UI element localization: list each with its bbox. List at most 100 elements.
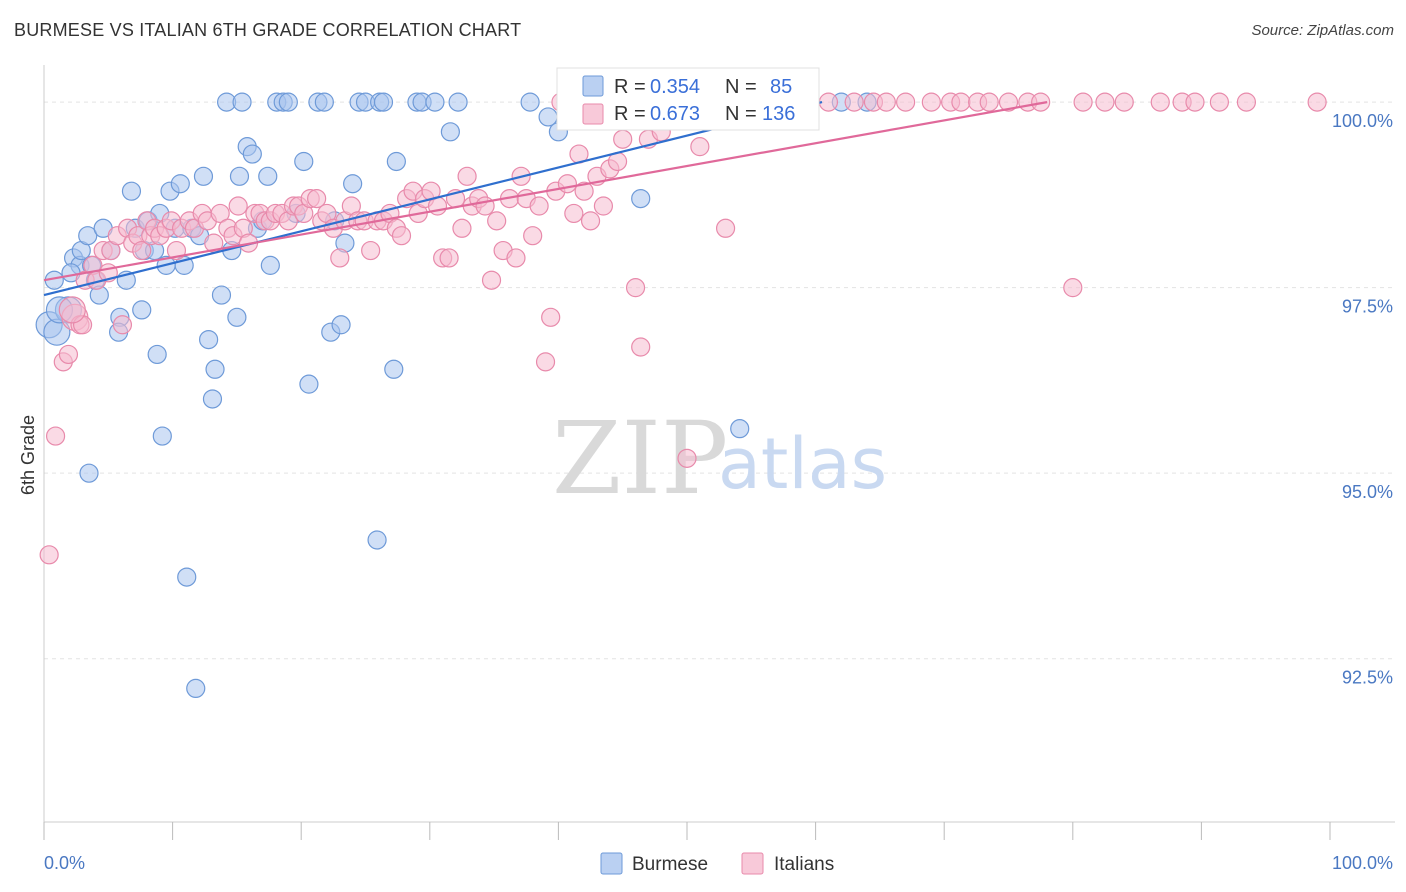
italians-point-61 [391,226,412,246]
italians-point-116 [844,92,864,112]
burmese-point-55 [299,374,319,394]
burmese-point-68 [384,359,404,379]
burmese-point-74 [448,92,468,112]
burmese-point-43 [232,92,252,112]
italians-point-137 [1307,92,1327,112]
correlation-legend: R = 0.354 N = 85 R = 0.673 N = 136 [556,67,820,131]
italians-point-106 [677,448,697,468]
burmese-point-57 [314,92,334,112]
legend-italians-n-value: 136 [762,103,795,125]
italians-point-130 [1095,92,1115,112]
burmese-point-35 [199,329,219,350]
italians-point-95 [593,196,614,216]
italians-point-134 [1185,92,1205,112]
italians-point-76 [481,270,502,290]
burmese-point-16 [121,181,142,201]
italians-trendline [43,101,1048,282]
italians-point-33 [228,196,248,216]
legend-italians-marker[interactable] [741,852,764,875]
italians-point-115 [818,92,839,112]
italians-point-107 [690,137,710,157]
italians-point-89 [557,174,578,194]
italians-point-30 [210,203,230,224]
legend-burmese-n-label: N = [725,76,757,98]
y-tick-labels: 100.0% 97.5% 95.0% 92.5% [1332,111,1393,688]
italians-point-86 [541,307,561,327]
legend-italians-swatch [582,103,604,125]
watermark-zip: ZIP [552,400,728,517]
axes [43,65,1395,840]
y-tick-label-0: 100.0% [1332,111,1393,131]
legend-burmese-label[interactable]: Burmese [632,854,708,875]
italians-point-1 [45,426,66,446]
italians-point-124 [979,92,999,112]
italians-point-12 [112,315,133,335]
burmese-point-22 [147,344,167,365]
italians-point-84 [529,196,549,216]
burmese-point-62 [343,174,363,194]
italians-point-131 [1114,92,1134,112]
legend-italians-r-value: 0.673 [650,103,700,125]
burmese-point-18 [132,300,152,320]
trendlines [43,101,1048,297]
burmese-point-60 [331,315,351,335]
burmese-point-48 [258,166,278,186]
chart-title: BURMESE VS ITALIAN 6TH GRADE CORRELATION… [14,20,522,40]
watermark-atlas: atlas [718,423,887,505]
legend-italians-r-label: R = [614,103,646,125]
italians-point-90 [564,203,584,224]
italians-points [39,92,1327,565]
burmese-point-36 [202,389,223,409]
burmese-point-49 [260,255,280,275]
italians-point-51 [330,248,350,268]
y-tick-label-2: 95.0% [1342,482,1393,502]
italians-point-127 [1031,92,1051,112]
italians-point-72 [457,166,477,186]
burmese-point-73 [440,122,460,142]
italians-point-93 [580,211,601,231]
italians-point-71 [452,218,472,238]
italians-point-122 [951,92,971,112]
italians-point-125 [998,92,1019,112]
italians-point-101 [631,337,651,357]
italians-point-0 [39,545,59,565]
legend-italians-n-label: N = [725,103,757,125]
y-tick-label-1: 97.5% [1342,297,1393,317]
burmese-point-32 [186,678,206,699]
italians-point-119 [896,92,916,112]
burmese-point-52 [278,92,298,112]
legend-burmese-swatch [582,75,604,97]
burmese-point-38 [211,285,232,305]
series-legend: Burmese Italians [600,852,834,875]
italians-point-135 [1209,92,1230,112]
burmese-point-28 [170,174,190,194]
x-tick-label-1: 100.0% [1332,853,1393,873]
burmese-point-41 [227,307,247,327]
burmese-point-75 [520,92,540,112]
italians-point-100 [625,278,646,298]
italians-point-132 [1150,92,1170,112]
italians-point-85 [535,352,556,372]
burmese-point-72 [425,92,445,112]
watermark: ZIP atlas [552,400,887,517]
burmese-point-82 [79,463,99,483]
burmese-point-78 [631,188,651,209]
burmese-point-37 [205,359,225,379]
burmese-point-30 [177,567,197,587]
italians-point-139 [58,296,86,324]
italians-point-128 [1063,278,1083,298]
burmese-point-69 [386,151,406,172]
burmese-point-79 [730,419,750,439]
burmese-point-65 [367,530,387,550]
italians-point-47 [307,188,327,209]
burmese-point-42 [229,166,250,186]
chart-source: Source: ZipAtlas.com [1251,22,1394,39]
burmese-point-7 [78,226,98,246]
legend-italians-label[interactable]: Italians [774,854,834,875]
italians-point-3 [58,344,79,365]
italians-point-16 [132,240,152,261]
legend-burmese-marker[interactable] [600,852,623,875]
italians-point-77 [487,211,507,231]
italians-point-109 [715,218,736,238]
